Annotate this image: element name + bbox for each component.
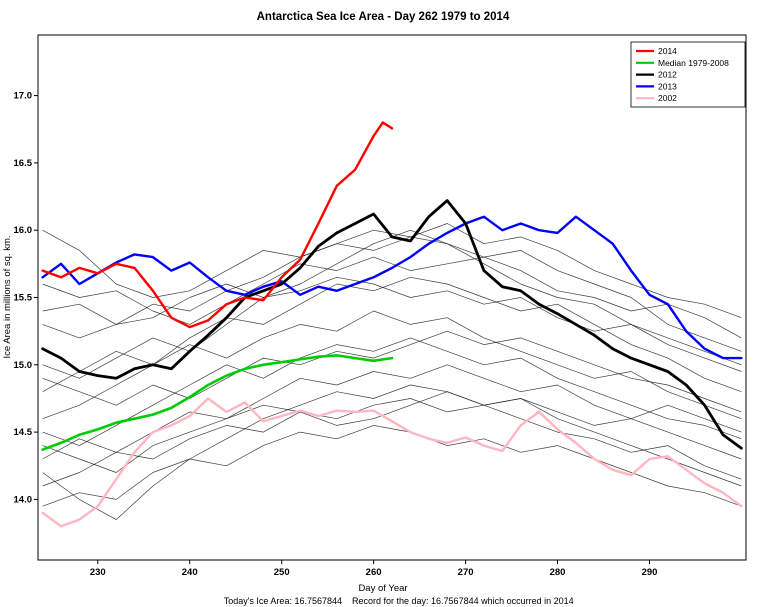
series-line-2002 <box>41 397 743 528</box>
plot-border <box>37 34 747 561</box>
y-tick-label: 16.5 <box>14 158 33 169</box>
x-tick-label: 230 <box>90 567 106 578</box>
background-year-line <box>42 223 742 339</box>
background-year-line <box>42 256 742 339</box>
background-year-line <box>42 276 742 393</box>
series-line-median-1979-2008 <box>41 354 394 451</box>
series-line-2013 <box>41 215 743 360</box>
background-year-line <box>42 384 742 520</box>
x-tick-label: 240 <box>182 567 198 578</box>
x-tick-label: 260 <box>366 567 382 578</box>
series-line-2014 <box>41 121 394 329</box>
y-tick-label: 16.0 <box>14 225 33 236</box>
footer-record-value: Record for the day: 16.7567844 which occ… <box>352 596 574 606</box>
legend-label: 2002 <box>658 93 677 103</box>
y-tick-label: 15.0 <box>14 360 33 371</box>
y-tick-label: 14.5 <box>14 427 33 438</box>
footer-today-value: Today's Ice Area: 16.7567844 <box>224 596 342 606</box>
background-year-line <box>42 330 742 413</box>
legend-label: 2014 <box>658 46 677 56</box>
x-tick-label: 280 <box>550 567 566 578</box>
x-axis-title: Day of Year <box>358 583 407 594</box>
series-line-2012 <box>41 199 743 450</box>
legend-label: Median 1979-2008 <box>658 58 729 68</box>
background-year-line <box>42 276 742 372</box>
background-year-line <box>42 229 742 366</box>
y-axis-title: Ice Area in millions of sq. km. <box>2 235 13 358</box>
legend-label: 2013 <box>658 81 677 91</box>
background-year-line <box>42 229 742 379</box>
background-year-line <box>42 391 742 473</box>
x-tick-label: 250 <box>274 567 290 578</box>
background-year-line <box>42 310 742 420</box>
x-tick-label: 290 <box>642 567 658 578</box>
background-year-line <box>42 337 742 446</box>
background-year-line <box>42 425 742 507</box>
plot-area: 230 240 250 260 270 280 290 14.0 14.5 15.0 15.5 16.… <box>14 34 747 578</box>
y-tick-label: 14.0 <box>14 494 33 505</box>
y-tick-label: 17.0 <box>14 91 33 102</box>
x-tick-label: 270 <box>458 567 474 578</box>
chart-title: Antarctica Sea Ice Area - Day 262 1979 t… <box>257 11 510 23</box>
background-year-line <box>42 398 742 487</box>
y-tick-label: 15.5 <box>14 293 33 304</box>
legend-label: 2012 <box>658 70 677 80</box>
